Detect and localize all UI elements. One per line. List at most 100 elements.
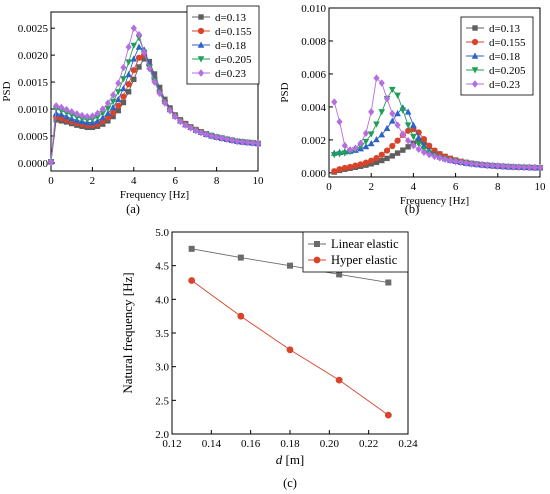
x-tick-label: 0.14 [202, 438, 222, 450]
data-point [389, 86, 396, 94]
data-point [378, 109, 386, 116]
data-point [244, 138, 251, 147]
x-tick-label: 2 [368, 181, 374, 193]
x-axis-label: Frequency [Hz] [120, 189, 189, 201]
data-point [415, 145, 422, 154]
data-point [373, 74, 380, 82]
y-tick-label: 0.0000 [18, 158, 49, 170]
data-point [420, 148, 428, 156]
legend-label: d=0.155 [489, 37, 526, 49]
data-point [389, 117, 396, 124]
data-point [378, 151, 385, 158]
data-point [330, 152, 338, 159]
panel-b-chart: 0 2 4 6 8 10 0.000 0.002 0.004 0.006 0.008 0.010 Fre… [279, 3, 546, 216]
data-point [213, 133, 220, 141]
data-point [182, 121, 189, 129]
panel-label: (a) [126, 202, 140, 216]
x-tick-label: 0.18 [280, 438, 300, 450]
y-tick-label: 2.5 [155, 395, 169, 407]
data-point [94, 114, 101, 121]
y-tick-label: 0.010 [301, 3, 326, 15]
data-point [130, 24, 137, 32]
legend-marker [471, 80, 479, 88]
data-point [415, 138, 422, 144]
data-point [394, 137, 401, 144]
data-point [336, 271, 343, 278]
legend-marker [471, 52, 479, 59]
y-tick-label: 5.0 [155, 227, 169, 239]
data-point [203, 130, 210, 139]
data-point [130, 42, 138, 49]
data-point [399, 107, 407, 114]
data-point [352, 162, 359, 169]
data-point [373, 154, 380, 162]
data-point [341, 141, 348, 150]
data-point [484, 161, 491, 169]
data-point [468, 159, 475, 168]
x-tick-label: 6 [453, 181, 459, 193]
data-point [114, 95, 122, 103]
x-tick-label: 10 [535, 181, 547, 193]
y-tick-label: 4.0 [155, 294, 169, 306]
legend-marker [471, 38, 479, 46]
legend-marker [197, 41, 205, 48]
data-point [362, 159, 370, 166]
x-tick-label: 0.22 [359, 438, 378, 450]
y-tick-label: 3.5 [155, 328, 169, 340]
data-point [234, 137, 241, 146]
data-point [130, 67, 137, 74]
data-point [373, 121, 380, 128]
data-point [120, 85, 127, 92]
y-tick-label: 0.0025 [18, 23, 49, 35]
data-point [368, 161, 374, 167]
data-point [104, 109, 112, 117]
data-point [99, 114, 107, 121]
data-point [286, 346, 294, 354]
data-point [510, 163, 517, 171]
legend-marker [197, 69, 205, 77]
data-point [151, 71, 158, 77]
data-point [125, 89, 132, 95]
data-point [331, 168, 338, 175]
panel-label: (b) [405, 202, 420, 216]
data-point [384, 155, 390, 162]
y-tick-label: 4.5 [155, 261, 169, 273]
legend-box [302, 231, 409, 273]
data-point [239, 138, 246, 146]
data-point [335, 376, 343, 384]
y-tick-label: 0.0010 [18, 104, 49, 116]
panel-label: (c) [283, 476, 297, 490]
data-point [84, 112, 91, 121]
legend-marker [197, 27, 205, 35]
data-point [410, 133, 417, 141]
data-point [431, 152, 438, 161]
legend-label: d=0.13 [215, 12, 246, 24]
data-point [188, 245, 195, 252]
data-point [63, 105, 70, 114]
legend-marker [197, 56, 205, 63]
data-point [357, 139, 364, 147]
y-tick-label: 2.0 [155, 429, 169, 441]
x-tick-label: 0.16 [241, 438, 261, 450]
x-tick-label: 0 [48, 175, 54, 187]
data-point [135, 54, 143, 61]
data-point [341, 164, 348, 172]
data-point [135, 30, 143, 39]
legend-label: Linear elastic [331, 237, 399, 251]
data-point [352, 144, 359, 152]
data-point [110, 109, 117, 116]
y-tick-label: 0.002 [301, 135, 326, 147]
data-point [489, 161, 496, 170]
data-point [478, 160, 486, 169]
data-point [136, 64, 142, 70]
y-axis-label: PSD [279, 82, 291, 102]
data-point [120, 99, 127, 106]
data-point [105, 118, 111, 124]
x-axis-label-variable: d [276, 452, 283, 467]
data-point [125, 43, 132, 51]
data-point [389, 142, 396, 150]
x-tick-label: 4 [411, 181, 417, 193]
data-point [336, 118, 343, 126]
series-d=0.18 [330, 104, 544, 171]
